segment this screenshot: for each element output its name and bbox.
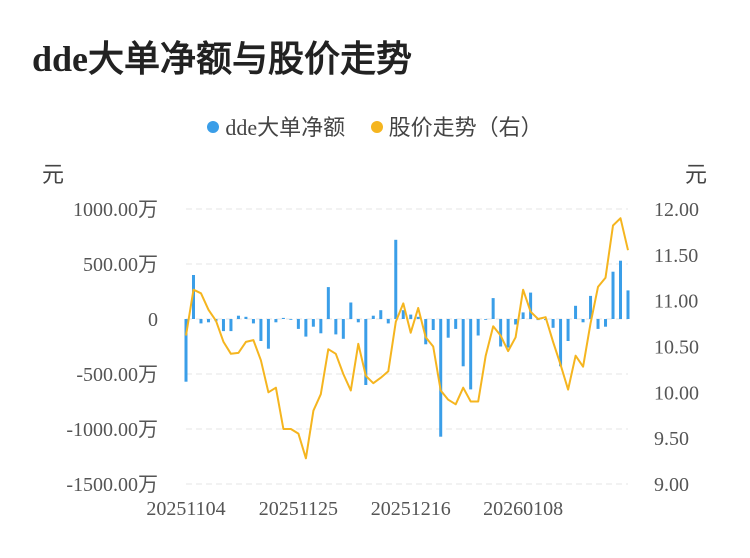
dde-bar xyxy=(244,316,248,319)
dde-bar xyxy=(334,319,338,335)
x-tick-label: 20251125 xyxy=(259,498,338,520)
dde-bar xyxy=(604,319,608,327)
y-left-tick-label: -1500.00万 xyxy=(66,474,158,496)
y-left-tick-label: -1000.00万 xyxy=(66,419,158,441)
y-right-tick-label: 11.00 xyxy=(654,291,698,313)
dde-bar xyxy=(454,319,458,329)
dde-bar xyxy=(611,271,615,319)
dde-bar xyxy=(551,319,555,328)
dde-bar xyxy=(296,319,300,329)
legend-label-price: 股价走势（右） xyxy=(388,115,543,140)
dde-bar xyxy=(439,319,443,437)
dde-bar xyxy=(424,319,428,345)
dde-bar xyxy=(521,312,525,319)
y-right-tick-label: 12.00 xyxy=(654,199,699,221)
dde-bar xyxy=(476,319,480,336)
legend: dde大单净额 股价走势（右） xyxy=(0,110,750,142)
left-axis-unit: 元 xyxy=(42,162,65,187)
dde-bar xyxy=(626,290,630,319)
dde-bar xyxy=(289,319,293,320)
dde-bar xyxy=(484,319,488,320)
dde-bar xyxy=(386,319,390,324)
dde-bar xyxy=(266,319,270,349)
dde-bar xyxy=(491,298,495,319)
dde-bar xyxy=(206,319,210,323)
legend-item-price[interactable]: 股价走势（右） xyxy=(370,110,543,142)
y-right-tick-label: 11.50 xyxy=(654,245,698,267)
dde-bar xyxy=(619,260,623,319)
dde-bar xyxy=(431,319,435,330)
dde-bar xyxy=(319,319,323,334)
dde-bar xyxy=(559,319,563,367)
dde-bar xyxy=(394,239,398,319)
dde-bar xyxy=(341,319,345,339)
y-left-tick-label: 1000.00万 xyxy=(73,199,158,221)
right-axis-unit: 元 xyxy=(685,162,708,187)
dde-bar xyxy=(236,315,240,319)
dde-bar xyxy=(311,319,315,327)
legend-item-dde[interactable]: dde大单净额 xyxy=(207,110,345,142)
x-tick-label: 20251216 xyxy=(371,498,451,520)
y-left-tick-label: -500.00万 xyxy=(76,364,158,386)
dde-bar xyxy=(379,310,383,319)
y-left-tick-label: 500.00万 xyxy=(83,254,158,276)
dde-bar xyxy=(364,319,368,385)
x-tick-label: 20260108 xyxy=(483,498,563,520)
dde-bar xyxy=(401,310,405,319)
price-line xyxy=(185,217,629,460)
dde-bar xyxy=(229,319,233,332)
dde-bar xyxy=(304,319,308,337)
dde-bar xyxy=(259,319,263,341)
legend-label-dde: dde大单净额 xyxy=(225,115,346,140)
dde-bar xyxy=(251,319,255,324)
dde-bar xyxy=(446,319,450,338)
dde-bar xyxy=(416,316,420,319)
dde-bar xyxy=(184,319,188,382)
x-tick-label: 20251104 xyxy=(146,498,225,520)
dde-bar xyxy=(371,315,375,319)
dde-bar xyxy=(499,319,503,347)
dde-bar xyxy=(529,292,533,319)
dde-bar xyxy=(199,319,203,324)
dde-bar xyxy=(274,319,278,323)
y-right-tick-label: 10.50 xyxy=(654,337,699,359)
dde-bar xyxy=(506,319,510,348)
dde-bar xyxy=(461,319,465,367)
dde-bar xyxy=(409,314,413,319)
y-right-tick-label: 10.00 xyxy=(654,382,699,404)
dde-bar xyxy=(281,317,285,319)
dde-bar xyxy=(469,319,473,390)
dde-bar xyxy=(574,305,578,319)
dde-bar xyxy=(326,287,330,319)
dde-bar xyxy=(191,275,195,319)
legend-dot-price xyxy=(370,121,383,133)
dde-bar xyxy=(581,319,585,323)
y-left-tick-label: 0 xyxy=(148,309,158,331)
dde-bar xyxy=(221,319,225,332)
dde-bar xyxy=(596,319,600,329)
dde-bar xyxy=(589,295,593,319)
dde-bar xyxy=(349,302,353,319)
dde-bar xyxy=(514,319,518,325)
chart-title: dde大单净额与股价走势 xyxy=(32,39,413,79)
dde-bar xyxy=(356,319,360,323)
legend-dot-dde xyxy=(207,121,220,133)
dde-bar xyxy=(566,319,570,341)
y-right-tick-label: 9.00 xyxy=(654,474,689,496)
y-right-tick-label: 9.50 xyxy=(654,428,689,450)
